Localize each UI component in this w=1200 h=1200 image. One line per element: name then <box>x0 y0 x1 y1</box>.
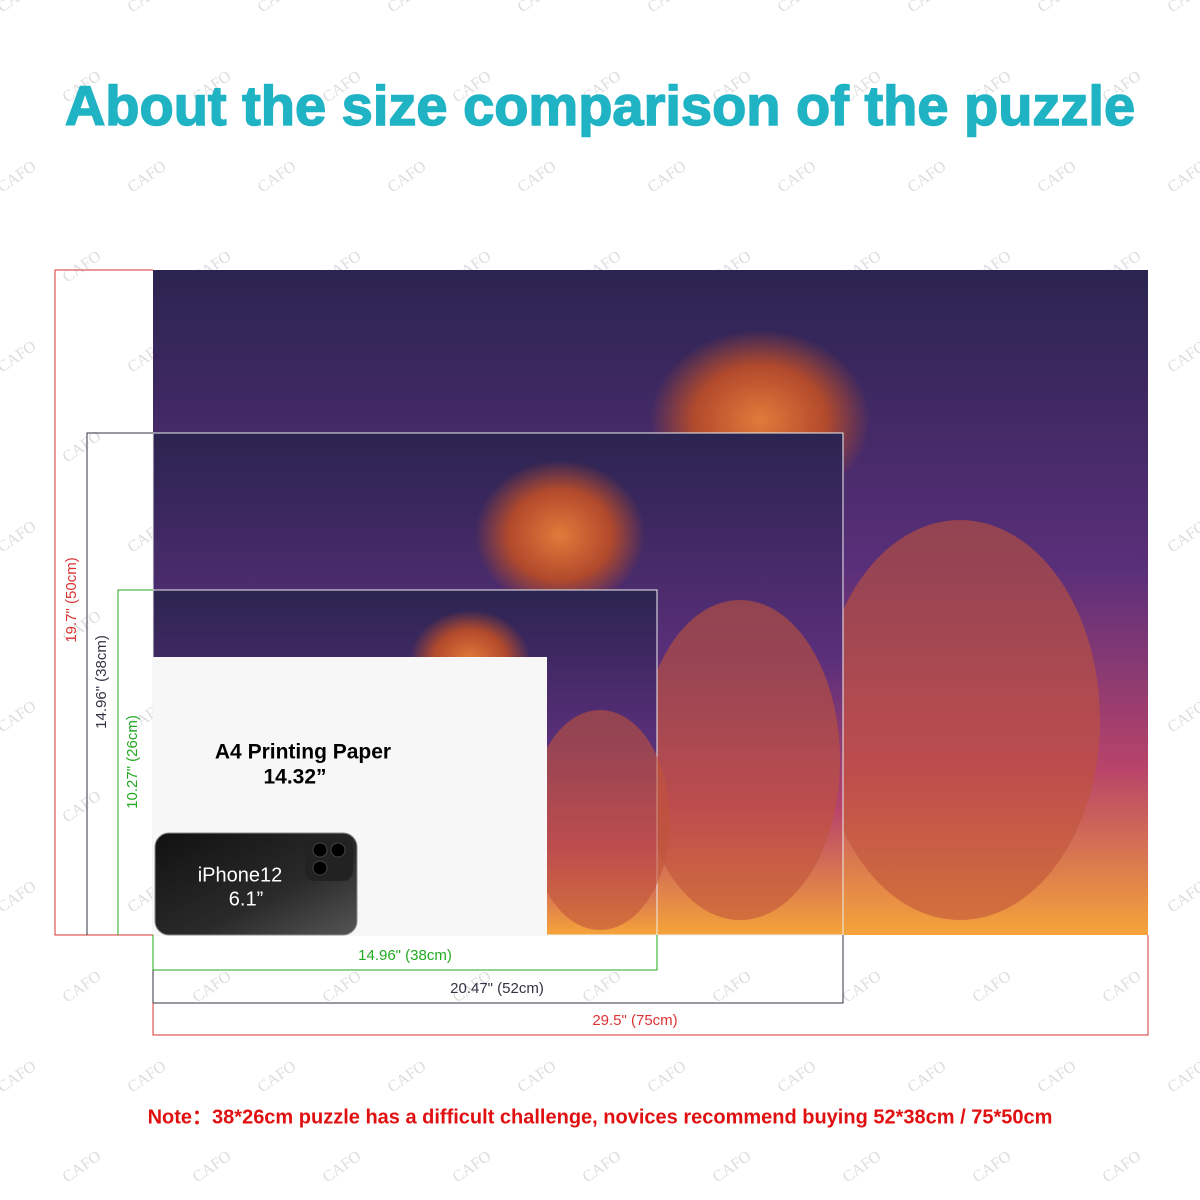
watermark: CAFO <box>320 1148 365 1186</box>
watermark: CAFO <box>515 0 560 16</box>
height-line <box>86 432 153 935</box>
watermark: CAFO <box>645 158 690 196</box>
watermark: CAFO <box>60 428 105 466</box>
width-label: 20.47" (52cm) <box>450 980 544 997</box>
height-line <box>117 589 153 935</box>
watermark: CAFO <box>840 1148 885 1186</box>
watermark: CAFO <box>515 158 560 196</box>
watermark: CAFO <box>0 518 39 556</box>
watermark: CAFO <box>775 158 820 196</box>
watermark: CAFO <box>1165 158 1200 196</box>
watermark: CAFO <box>450 1148 495 1186</box>
phone-size: 6.1” <box>229 888 263 910</box>
watermark: CAFO <box>0 698 39 736</box>
art <box>530 710 670 930</box>
watermark: CAFO <box>320 968 365 1006</box>
watermark: CAFO <box>255 158 300 196</box>
width-line <box>152 935 658 971</box>
watermark: CAFO <box>1165 518 1200 556</box>
camera <box>305 837 353 881</box>
watermark: CAFO <box>970 968 1015 1006</box>
watermark: CAFO <box>1035 0 1080 16</box>
phone-name: iPhone12 <box>198 864 283 886</box>
watermark: CAFO <box>190 968 235 1006</box>
watermark: CAFO <box>645 1058 690 1096</box>
watermark: CAFO <box>255 1058 300 1096</box>
height-label: 14.96" (38cm) <box>93 635 110 729</box>
width-line <box>152 935 1149 1036</box>
height-label: 10.27" (26cm) <box>124 715 141 809</box>
watermark: CAFO <box>1035 1058 1080 1096</box>
watermark: CAFO <box>905 158 950 196</box>
watermark: CAFO <box>1165 698 1200 736</box>
lens <box>312 842 328 858</box>
watermark: CAFO <box>0 1058 39 1096</box>
watermark: CAFO <box>125 1058 170 1096</box>
watermark: CAFO <box>580 968 625 1006</box>
watermark: CAFO <box>0 338 39 376</box>
height-line <box>54 269 153 936</box>
watermark: CAFO <box>1165 878 1200 916</box>
watermark: CAFO <box>775 0 820 16</box>
watermark: CAFO <box>385 0 430 16</box>
note: Note：38*26cm puzzle has a difficult chal… <box>148 1106 1053 1128</box>
watermark: CAFO <box>0 158 39 196</box>
paper-size: 14.32” <box>263 766 326 789</box>
height-label: 19.7" (50cm) <box>63 557 80 642</box>
paper-name: A4 Printing Paper <box>215 741 391 764</box>
watermark: CAFO <box>710 968 755 1006</box>
art <box>475 460 645 610</box>
watermark: CAFO <box>840 968 885 1006</box>
art <box>820 520 1100 920</box>
watermark: CAFO <box>515 1058 560 1096</box>
watermark: CAFO <box>905 0 950 16</box>
width-label: 29.5" (75cm) <box>592 1012 677 1029</box>
watermark: CAFO <box>255 0 300 16</box>
watermark: CAFO <box>385 1058 430 1096</box>
watermark: CAFO <box>1165 1058 1200 1096</box>
watermark: CAFO <box>60 968 105 1006</box>
watermark: CAFO <box>190 1148 235 1186</box>
watermark: CAFO <box>1165 0 1200 16</box>
watermark: CAFO <box>0 878 39 916</box>
watermark: CAFO <box>710 1148 755 1186</box>
watermark: CAFO <box>385 158 430 196</box>
watermark: CAFO <box>775 1058 820 1096</box>
watermark: CAFO <box>645 0 690 16</box>
watermark: CAFO <box>1165 338 1200 376</box>
watermark: CAFO <box>125 0 170 16</box>
watermark: CAFO <box>60 1148 105 1186</box>
art <box>640 600 840 920</box>
watermark: CAFO <box>125 158 170 196</box>
width-label: 14.96" (38cm) <box>358 947 452 964</box>
watermark: CAFO <box>60 248 105 286</box>
watermark: CAFO <box>970 1148 1015 1186</box>
watermark: CAFO <box>1100 1148 1145 1186</box>
width-line <box>152 935 844 1004</box>
watermark: CAFO <box>0 0 39 16</box>
lens <box>312 860 328 876</box>
lens <box>330 842 346 858</box>
watermark: CAFO <box>1035 158 1080 196</box>
title: About the size comparison of the puzzle <box>65 74 1135 137</box>
watermark: CAFO <box>1100 968 1145 1006</box>
watermark: CAFO <box>60 788 105 826</box>
watermark: CAFO <box>580 1148 625 1186</box>
watermark: CAFO <box>905 1058 950 1096</box>
